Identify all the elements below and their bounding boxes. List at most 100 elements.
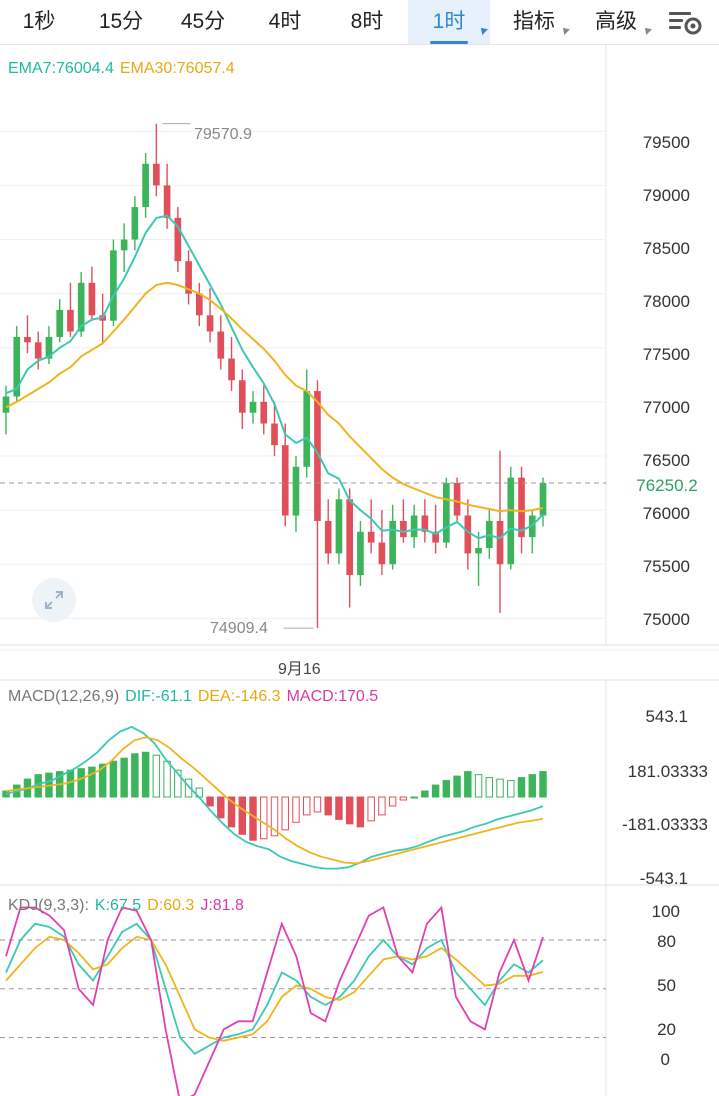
candle-body (303, 391, 311, 467)
candle-body (163, 185, 171, 218)
macd-histogram-bar (539, 771, 547, 798)
macd-histogram-bar (260, 796, 268, 840)
tab-1s[interactable]: 1秒 (0, 0, 78, 44)
last-price-tag: 76250.2 (616, 473, 718, 499)
tab-label: 1时 (432, 10, 466, 33)
tab-indicators[interactable]: 指标 (496, 0, 572, 44)
macd-histogram-bar (517, 777, 526, 798)
candle-body (314, 391, 321, 521)
candle-body (346, 499, 354, 576)
macd-histogram-bar (66, 769, 75, 798)
macd-histogram-bar (217, 796, 225, 819)
price-tick: 77000 (642, 398, 690, 417)
candle-body (324, 520, 332, 554)
candle-body (131, 207, 139, 240)
k-line (5, 922, 544, 1055)
candle-body (45, 336, 53, 359)
chart-settings-icon[interactable] (666, 6, 706, 38)
macd-histogram-bar (270, 796, 279, 837)
macd-histogram-bar (388, 796, 397, 807)
time-axis-label: 9月16 (278, 661, 321, 678)
candle-body (67, 309, 74, 332)
candle-body (206, 315, 214, 332)
candle-body (13, 336, 21, 397)
price-tick: 78500 (642, 239, 690, 258)
macd-histogram-bar (496, 778, 504, 798)
macd-histogram-bar (367, 796, 375, 822)
kdj-tick: 0 (660, 1050, 670, 1069)
macd-histogram-bar (77, 768, 85, 798)
ema7-legend: EMA7:76004.4 (8, 60, 114, 77)
macd-histogram-bar (152, 754, 161, 798)
k-legend: K:67.5 (94, 897, 142, 914)
price-tick: 76500 (642, 451, 690, 470)
macd-histogram-bar (464, 771, 472, 798)
macd-histogram-bar (421, 790, 429, 798)
macd-tick: 181.03333 (627, 762, 708, 781)
dea-legend: DEA:-146.3 (197, 688, 281, 705)
ema30-line (5, 281, 544, 513)
candle-body (185, 261, 192, 294)
tab-15m[interactable]: 15分 (82, 0, 160, 44)
tab-label: 1秒 (22, 10, 56, 33)
macd-histogram-bar (399, 796, 408, 801)
candle-body (367, 531, 375, 543)
macd-histogram-bar (474, 774, 483, 798)
expand-chart-button[interactable] (32, 578, 76, 622)
main-legend: EMA7:76004.4 EMA30:76057.4 (8, 60, 241, 78)
macd-histogram-bar (292, 796, 300, 823)
macd-histogram-bar (313, 796, 322, 813)
candle-body (271, 423, 278, 446)
macd-histogram-bar (141, 751, 150, 798)
tab-advanced[interactable]: 高级 (578, 0, 654, 44)
timeframe-bar: 1秒 15分 45分 4时 8时 1时 指标 高级 (0, 0, 719, 45)
candle-body (2, 396, 10, 413)
macd-histogram-bar (163, 760, 171, 798)
candle-body (389, 520, 396, 565)
active-tab-indicator (430, 41, 468, 44)
macd-histogram-bar (174, 769, 182, 798)
macd-tick: 543.1 (645, 707, 688, 726)
tab-1h[interactable]: 1时 (408, 0, 490, 44)
candle-body (195, 293, 203, 316)
candle-body (453, 483, 461, 516)
ema30-legend: EMA30:76057.4 (119, 60, 235, 77)
candle-body (228, 358, 235, 381)
tab-label: 指标 (513, 10, 555, 33)
candle-body (110, 250, 117, 321)
candle-body (496, 520, 504, 565)
kdj-tick: 50 (657, 976, 676, 995)
macd-histogram-bar (281, 796, 289, 831)
candle-body (357, 531, 364, 576)
candle-body (56, 309, 64, 337)
tab-label: 15分 (98, 10, 144, 33)
macd-histogram-bar (184, 778, 193, 798)
macd-histogram-bar (345, 796, 354, 825)
candle-body (378, 542, 386, 565)
candle-body (475, 548, 482, 554)
macd-histogram-bar (88, 766, 96, 798)
tab-8h[interactable]: 8时 (328, 0, 406, 44)
candle-body (443, 483, 450, 543)
d-line (5, 935, 544, 1042)
tab-45m[interactable]: 45分 (164, 0, 242, 44)
price-tick: 75500 (642, 557, 690, 576)
candle-body (507, 477, 515, 565)
kdj-tick: 100 (651, 902, 680, 921)
macd-histogram-bar (98, 763, 107, 798)
expand-icon (45, 591, 63, 609)
candle-body (88, 282, 96, 316)
candle-body (410, 515, 418, 538)
macd-histogram-bar (453, 775, 461, 798)
ema7-line (5, 214, 544, 540)
candle-body (335, 499, 343, 554)
macd-histogram-bar (238, 796, 247, 835)
kdj-tick: 80 (657, 932, 676, 951)
d-legend: D:60.3 (147, 897, 195, 914)
price-tick: 79500 (642, 133, 690, 152)
j-line (5, 905, 544, 1096)
candle-body (174, 217, 182, 262)
tab-4h[interactable]: 4时 (246, 0, 324, 44)
macd-histogram-bar (410, 796, 418, 799)
